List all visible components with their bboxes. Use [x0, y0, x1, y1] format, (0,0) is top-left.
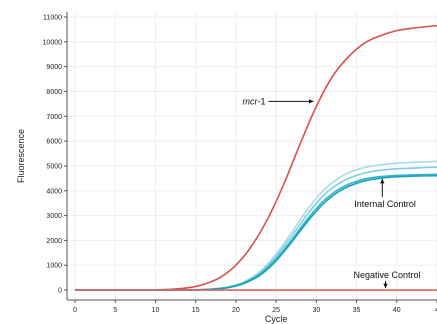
x-tick-label-9: 4 [435, 307, 437, 314]
x-tick-label-3: 15 [192, 307, 200, 314]
annotation-mcr1: mcr-1 [243, 96, 266, 106]
x-tick-label-0: 0 [73, 307, 77, 314]
y-tick-label-7: 7000 [46, 114, 62, 121]
y-tick-label-9: 9000 [46, 64, 62, 71]
y-tick-label-4: 4000 [46, 188, 62, 195]
y-tick-label-3: 3000 [46, 213, 62, 220]
annotation-internal-control: Internal Control [354, 199, 416, 209]
y-tick-label-1: 1000 [46, 263, 62, 270]
annotations: mcr-1 Internal Control Negative Control [243, 96, 421, 289]
y-tick-label-10: 10000 [43, 39, 63, 46]
x-tick-label-8: 40 [393, 307, 401, 314]
x-tick-label-6: 30 [312, 307, 320, 314]
x-tick-label-2: 10 [152, 307, 160, 314]
x-tick-label-1: 5 [113, 307, 117, 314]
y-tick-label-2: 2000 [46, 238, 62, 245]
axes: 0100020003000400050006000700080009000100… [43, 12, 437, 314]
y-tick-label-5: 5000 [46, 163, 62, 170]
y-tick-label-11: 11000 [43, 14, 62, 21]
y-tick-label-0: 0 [58, 288, 62, 295]
x-tick-label-4: 20 [232, 307, 240, 314]
annotation-mcr1-suffix: -1 [258, 96, 266, 106]
x-tick-label-7: 35 [353, 307, 361, 314]
annotation-negative-control: Negative Control [354, 270, 421, 280]
y-tick-label-8: 8000 [46, 89, 62, 96]
y-axis-title: Fluorescence [16, 129, 26, 183]
series-group [75, 24, 437, 291]
arrow-negative-control-head [383, 283, 388, 289]
y-tick-label-6: 6000 [46, 139, 62, 146]
arrow-mcr1-head [309, 99, 314, 104]
arrow-internal-control-head [380, 178, 385, 184]
annotation-mcr1-italic: mcr [243, 96, 259, 106]
x-axis-title: Cycle [265, 314, 288, 324]
x-tick-label-5: 25 [272, 307, 280, 314]
